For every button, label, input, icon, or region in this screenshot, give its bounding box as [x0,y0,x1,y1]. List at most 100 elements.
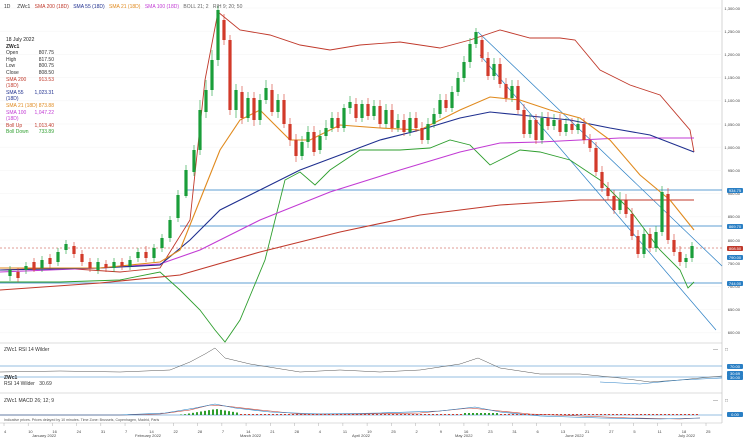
candle-body [390,110,394,128]
info-date: 18 July 2022 [6,37,35,43]
candle-body [216,10,220,60]
macd-histogram-bar [684,414,686,415]
y-axis-tick: 1,100.00 [724,98,740,104]
indicator-sma55-label[interactable]: SMA 55 (18D) [73,4,105,10]
macd-histogram-bar [304,414,306,415]
macd-histogram-bar [640,414,642,415]
x-axis-day: 21 [584,429,590,434]
info-value: 808.50 [38,69,54,76]
x-axis-day: 2 [415,429,418,434]
x-axis-day: 6 [536,429,539,434]
macd-histogram-bar [228,411,230,415]
candle-body [648,234,652,248]
x-axis-day: 11 [342,429,348,434]
candle-body [288,124,292,140]
macd-histogram-bar [260,414,262,415]
x-axis-day: 13 [560,429,566,434]
x-axis-day: 9 [439,429,442,434]
indicator-boll-label[interactable]: BOLL 21; 2 [183,4,209,10]
info-row: Open 807.75 [6,50,54,57]
macd-histogram-bar [316,414,318,415]
candle-body [612,196,616,210]
price-tag: 808.50 [727,245,743,251]
indicator-sma200-label[interactable]: SMA 200 (18D) [34,4,69,10]
macd-histogram-bar [680,414,682,415]
macd-histogram-bar [652,414,654,415]
candle-body [104,264,108,268]
candle-body [176,195,180,218]
macd-histogram-bar [468,413,470,415]
x-axis-month: April 2022 [352,433,371,438]
macd-histogram-bar [184,414,186,415]
candle-body [336,118,340,128]
macd-histogram-bar [300,414,302,415]
candle-body [564,124,568,132]
x-axis-day: 19 [367,429,372,434]
x-axis-day: 31 [100,429,106,434]
indicator-sma21-label[interactable]: SMA 21 (18D) [109,4,141,10]
candle-body [426,124,430,140]
candle-body [306,132,310,142]
x-axis-day: 28 [197,429,203,434]
candle-body [366,104,370,116]
candle-body [372,106,376,116]
macd-histogram-bar [676,414,678,415]
candle-body [354,104,358,118]
candle-body [264,88,268,100]
candle-body [330,118,334,128]
macd-histogram-bar [320,414,322,415]
candle-body [80,254,84,262]
macd-histogram-bar [564,414,566,415]
candle-body [192,150,196,172]
x-axis-day: 28 [294,429,299,434]
macd-histogram-bar [448,414,450,415]
rsi-collapse-button[interactable]: — [713,347,718,353]
macd-histogram-bar [196,412,198,415]
candle-body [168,220,172,238]
candle-body [672,240,676,252]
candle-body [594,148,598,172]
macd-histogram-bar [312,414,314,415]
macd-histogram-bar [416,414,418,415]
x-axis-day: 4 [318,429,321,434]
candle-body [462,62,466,78]
indicator-sma100-label[interactable]: SMA 100 (18D) [144,4,179,10]
macd-histogram-bar [580,414,582,415]
macd-histogram-bar [452,414,454,415]
info-label: SMA 100 (18D) [6,109,27,123]
macd-histogram-bar [500,414,502,415]
macd-histogram-bar [288,414,290,415]
symbol-label[interactable]: ZWc1 [17,4,31,10]
rsi-sublabel: RSI 14 Wilder [4,381,35,387]
info-label: SMA 200 (18D) [6,76,27,90]
timeframe-label[interactable]: 1D [4,4,11,10]
candle-body [660,192,664,232]
macd-histogram-bar [396,414,398,415]
candle-body [378,106,382,124]
x-axis-day: 5 [633,429,636,434]
macd-histogram-bar [532,414,534,415]
rsi-expand-button[interactable]: □ [724,347,728,353]
macd-histogram-bar [384,414,386,415]
macd-collapse-button[interactable]: — [713,398,718,404]
macd-histogram-bar [224,410,226,415]
macd-histogram-bar [660,414,662,415]
macd-histogram-bar [496,413,498,415]
macd-histogram-bar [548,414,550,415]
macd-histogram-bar [292,414,294,415]
macd-histogram-bar [656,414,658,415]
macd-expand-button[interactable]: □ [724,398,728,404]
trend-channel-upper [477,31,723,267]
macd-histogram-bar [512,414,514,415]
y-axis-tick: 600.00 [727,330,740,336]
price-tag: 869.70 [727,223,743,229]
info-symbol: ZWc1 [6,43,20,50]
candle-body [606,188,610,196]
indicator-rih-label[interactable]: RIH 9; 20; 50 [212,4,243,10]
macd-histogram-bar [456,414,458,415]
macd-histogram-bar [608,414,610,415]
rsi-value: 30.69 [39,381,52,387]
candle-body [258,100,262,120]
chart-legend: 1D ZWc1 SMA 200 (18D) SMA 55 (18D) SMA 2… [4,4,242,10]
